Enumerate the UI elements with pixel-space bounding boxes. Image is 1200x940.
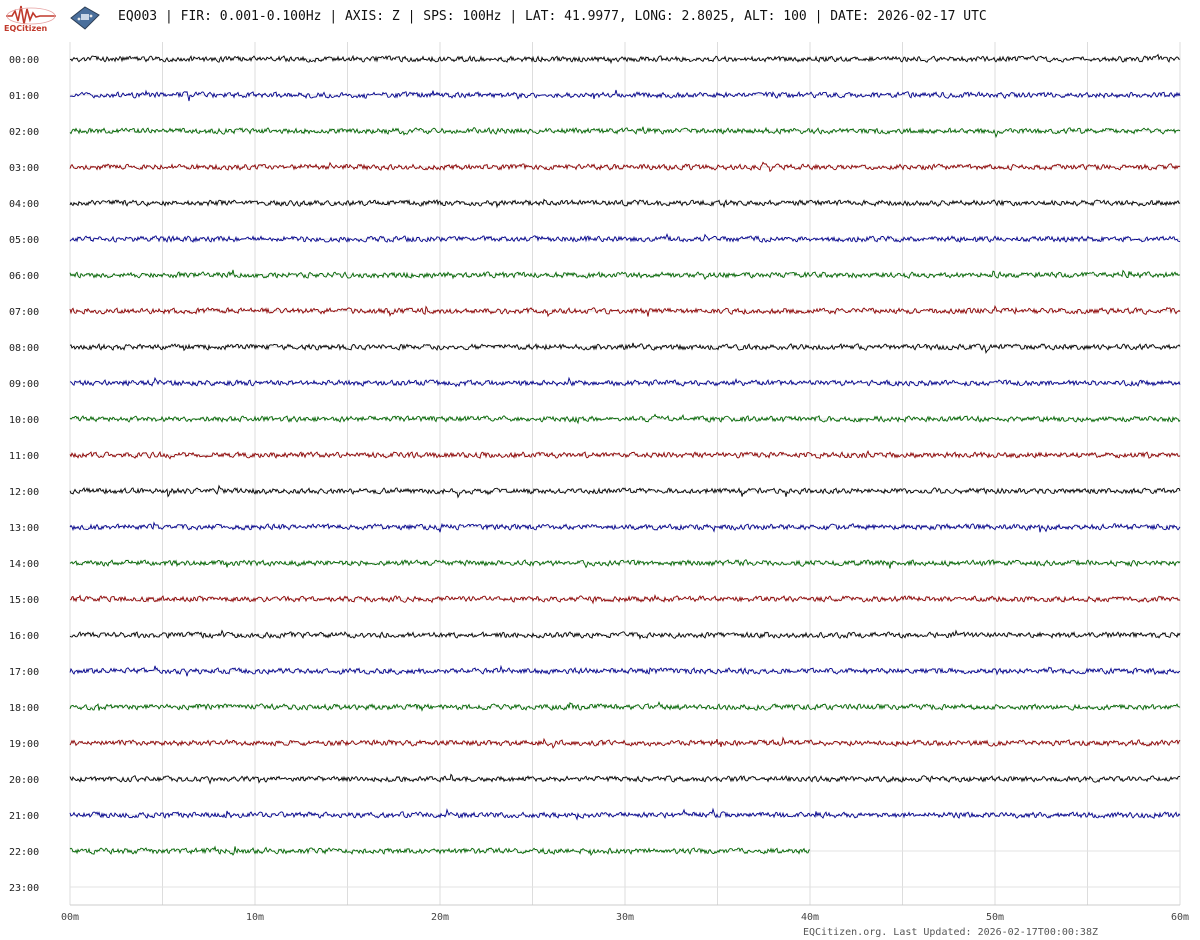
trace-0400	[69, 198, 1181, 209]
trace-1200	[69, 484, 1181, 499]
trace-0700	[69, 304, 1181, 318]
trace-0500	[69, 232, 1181, 243]
x-tick-label: 40m	[801, 912, 819, 923]
y-tick-label: 22:00	[9, 847, 39, 858]
x-tick-label: 10m	[246, 912, 264, 923]
y-tick-label: 23:00	[9, 883, 39, 894]
trace-0200	[69, 126, 1181, 139]
seismometer-device-icon	[70, 6, 100, 30]
trace-1600	[69, 629, 1181, 640]
y-tick-label: 16:00	[9, 631, 39, 642]
trace-1100	[69, 449, 1181, 460]
header: EQCitizen EQ003 | FIR: 0.001-0.100Hz | A…	[0, 0, 1200, 40]
y-tick-label: 05:00	[9, 235, 39, 246]
x-axis-labels: 00m 10m 20m 30m 40m 50m 60m	[61, 912, 1189, 923]
trace-2000	[69, 773, 1181, 785]
grid	[69, 42, 1181, 906]
x-tick-label: 30m	[616, 912, 634, 923]
trace-1800	[69, 701, 1181, 712]
y-tick-label: 04:00	[9, 199, 39, 210]
y-tick-label: 01:00	[9, 91, 39, 102]
trace-0100	[69, 89, 1181, 102]
trace-0300	[69, 161, 1181, 173]
y-tick-label: 20:00	[9, 775, 39, 786]
y-tick-label: 12:00	[9, 487, 39, 498]
trace-2200	[69, 845, 810, 857]
trace-0800	[69, 342, 1181, 355]
y-tick-label: 18:00	[9, 703, 39, 714]
x-tick-label: 20m	[431, 912, 449, 923]
trace-0600	[69, 269, 1181, 280]
traces	[69, 53, 1181, 857]
trace-1300	[69, 521, 1181, 533]
y-tick-label: 14:00	[9, 559, 39, 570]
y-tick-label: 19:00	[9, 739, 39, 750]
y-tick-label: 08:00	[9, 343, 39, 354]
y-tick-label: 10:00	[9, 415, 39, 426]
y-tick-label: 11:00	[9, 451, 39, 462]
y-tick-label: 09:00	[9, 379, 39, 390]
y-tick-label: 07:00	[9, 307, 39, 318]
trace-1400	[69, 559, 1181, 569]
trace-1500	[69, 594, 1181, 605]
y-axis-labels: 00:00 01:00 02:00 03:00 04:00 05:00 06:00 07:00…	[9, 55, 39, 894]
y-tick-label: 06:00	[9, 271, 39, 282]
chart-title: EQ003 | FIR: 0.001-0.100Hz | AXIS: Z | S…	[118, 9, 987, 24]
y-tick-label: 21:00	[9, 811, 39, 822]
x-tick-label: 60m	[1171, 912, 1189, 923]
y-tick-label: 15:00	[9, 595, 39, 606]
trace-2100	[69, 807, 1181, 821]
y-tick-label: 13:00	[9, 523, 39, 534]
x-tick-label: 50m	[986, 912, 1004, 923]
y-tick-label: 03:00	[9, 163, 39, 174]
logo-text: EQCitizen	[4, 24, 48, 33]
trace-0900	[69, 376, 1181, 388]
y-tick-label: 17:00	[9, 667, 39, 678]
y-tick-label: 02:00	[9, 127, 39, 138]
x-tick-label: 00m	[61, 912, 79, 923]
trace-0000	[69, 53, 1181, 65]
trace-1900	[69, 736, 1181, 749]
footer-last-updated: EQCitizen.org. Last Updated: 2026-02-17T…	[802, 927, 1098, 938]
eqcitizen-logo-icon	[6, 5, 56, 25]
y-tick-label: 00:00	[9, 55, 39, 66]
trace-1700	[69, 664, 1181, 677]
trace-1000	[69, 413, 1181, 425]
